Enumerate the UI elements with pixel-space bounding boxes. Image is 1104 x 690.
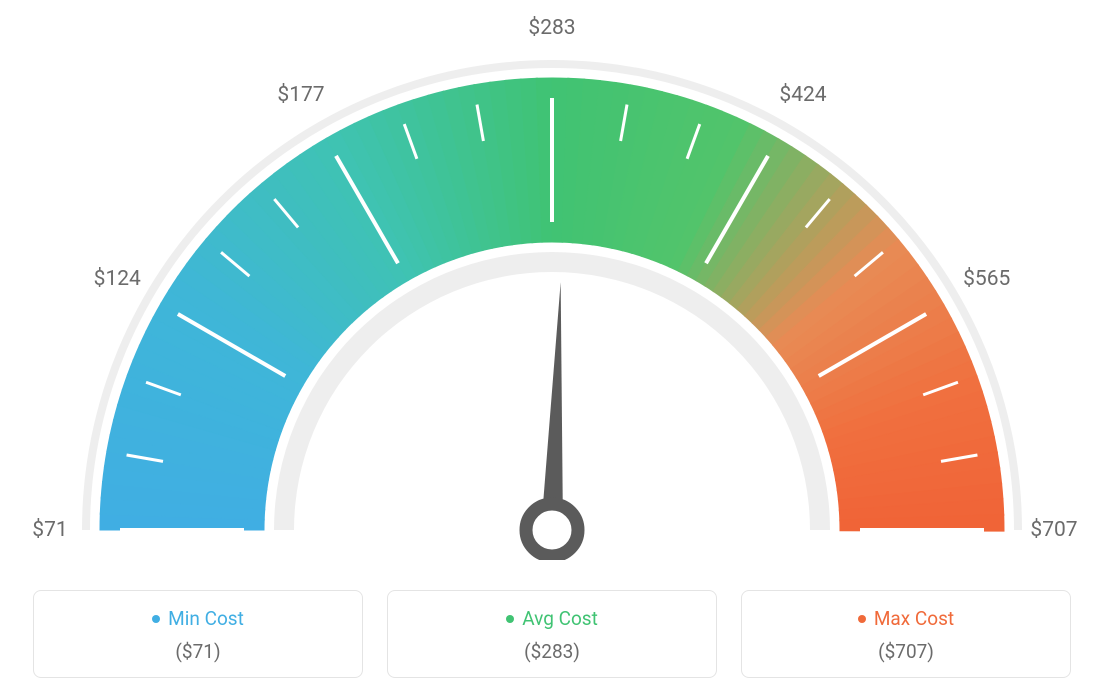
legend-card-avg: Avg Cost ($283) (387, 590, 717, 678)
gauge-tick-label: $707 (1030, 518, 1077, 542)
gauge-tick-label: $565 (963, 267, 1010, 291)
legend-card-min: Min Cost ($71) (33, 590, 363, 678)
legend-dot-max (858, 615, 866, 623)
legend-dot-min (152, 615, 160, 623)
legend-title-avg: Avg Cost (506, 607, 598, 630)
gauge-chart: $71 $124 $177 $283 $424 $565 $707 (0, 0, 1104, 560)
legend-row: Min Cost ($71) Avg Cost ($283) Max Cost … (0, 590, 1104, 678)
gauge-tick-label: $71 (32, 518, 67, 542)
legend-title-min: Min Cost (152, 607, 244, 630)
legend-value-min: ($71) (44, 640, 352, 663)
legend-title-max: Max Cost (858, 607, 954, 630)
legend-label-min: Min Cost (168, 607, 244, 630)
gauge-tick-label: $424 (779, 83, 826, 107)
legend-value-max: ($707) (752, 640, 1060, 663)
gauge-tick-label: $177 (277, 83, 324, 107)
gauge-tick-label: $124 (94, 267, 141, 291)
gauge-svg (0, 0, 1104, 560)
legend-label-max: Max Cost (874, 607, 954, 630)
legend-value-avg: ($283) (398, 640, 706, 663)
legend-label-avg: Avg Cost (522, 607, 598, 630)
gauge-tick-label: $283 (528, 16, 575, 40)
legend-card-max: Max Cost ($707) (741, 590, 1071, 678)
legend-dot-avg (506, 615, 514, 623)
